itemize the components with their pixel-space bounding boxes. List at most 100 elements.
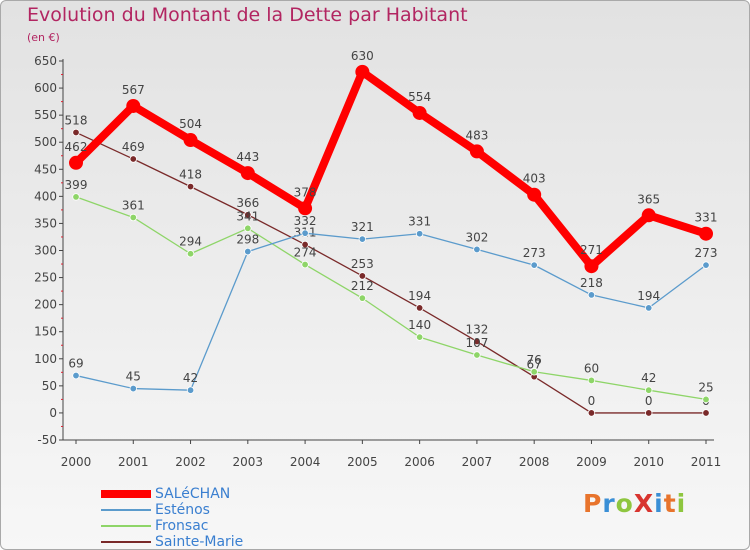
data-label: 294 [179,235,202,249]
logo-letter: i [654,489,664,518]
y-tick-label: 200 [34,298,57,312]
data-label: 273 [695,246,718,260]
chart-title: Evolution du Montant de la Dette par Hab… [27,4,468,26]
data-point [473,351,481,359]
data-label: 253 [351,257,374,271]
y-tick-label: 550 [34,108,57,122]
data-point [186,386,195,394]
data-point [702,395,710,404]
data-label: 69 [68,357,83,371]
x-tick-label: 2006 [404,455,435,469]
data-point [301,260,309,269]
data-label: 194 [637,289,660,303]
data-point [183,133,198,148]
data-label: 0 [588,394,596,408]
data-point [587,291,596,299]
y-tick-label: 400 [34,189,57,203]
x-tick-label: 2007 [462,455,493,469]
data-point [412,105,427,120]
data-point [530,261,538,269]
data-point [415,333,424,341]
x-tick-label: 2000 [61,455,92,469]
series-line-fronsac [75,196,707,401]
data-point [699,226,713,241]
x-tick-label: 2010 [633,455,664,469]
data-label: 60 [584,361,599,375]
data-point [587,376,596,385]
legend-swatch [101,509,151,511]
data-label: 418 [179,168,202,182]
data-point [129,213,137,222]
data-point [415,304,424,312]
data-point [702,261,710,269]
data-label: 443 [236,150,259,164]
series-line-esténos [75,232,707,391]
data-point [641,208,656,223]
data-point [645,304,653,312]
data-point [415,230,424,238]
data-point [587,409,596,417]
legend-label: SALéCHAN [155,486,231,502]
data-label: 483 [465,128,488,142]
data-point [645,409,653,417]
data-label: 132 [465,322,488,336]
data-point [72,193,80,201]
data-label: 42 [183,371,198,385]
data-point [530,368,538,376]
data-label: 332 [294,214,317,228]
series-line-saléchan [72,67,710,271]
data-point [244,211,252,219]
y-tick-label: 500 [34,135,57,149]
x-tick-label: 2004 [290,455,321,469]
data-label: 67 [527,358,542,372]
logo-letter: o [615,489,634,518]
data-point [298,201,313,216]
x-tick-label: 2001 [118,455,149,469]
data-label: 331 [408,215,431,229]
data-label: 630 [351,49,374,63]
data-label: 0 [645,394,653,408]
data-point [129,384,137,393]
data-label: 298 [236,233,259,247]
data-label: 76 [527,353,542,367]
data-label: 518 [65,113,88,127]
unit-label: (en €) [27,31,60,44]
data-point [355,64,370,79]
data-label: 366 [236,196,259,210]
data-label: 399 [65,178,88,192]
y-tick-label: 0 [49,406,57,420]
logo-letter: i [676,489,687,518]
legend-label: Fronsac [155,518,209,534]
data-point [358,272,367,280]
y-tick-label: 650 [34,54,57,68]
data-point [358,294,367,302]
logo-letter: P [583,489,603,518]
data-point [702,409,710,417]
data-point [69,155,83,170]
data-label: 361 [122,198,145,212]
data-point [584,259,599,274]
proxiti-logo: ProXiti [583,489,686,518]
data-point [358,235,367,243]
x-tick-label: 2005 [347,455,378,469]
data-label: 271 [580,243,603,257]
data-point [186,182,195,191]
data-point [645,386,653,394]
data-label: 378 [294,185,317,199]
data-point [72,371,80,380]
data-label: 469 [122,140,145,154]
logo-letter: X [633,489,655,518]
y-tick-label: 100 [34,352,57,366]
data-point [301,229,309,237]
data-label: 567 [122,83,145,97]
x-tick-label: 2008 [519,455,550,469]
data-label: 403 [523,172,546,186]
data-label: 107 [465,336,488,350]
y-tick-label: 50 [42,379,57,393]
legend-swatch [101,525,151,527]
data-label: 341 [236,209,259,223]
data-label: 302 [465,230,488,244]
legend-swatch [101,541,151,543]
data-label: 273 [523,246,546,260]
